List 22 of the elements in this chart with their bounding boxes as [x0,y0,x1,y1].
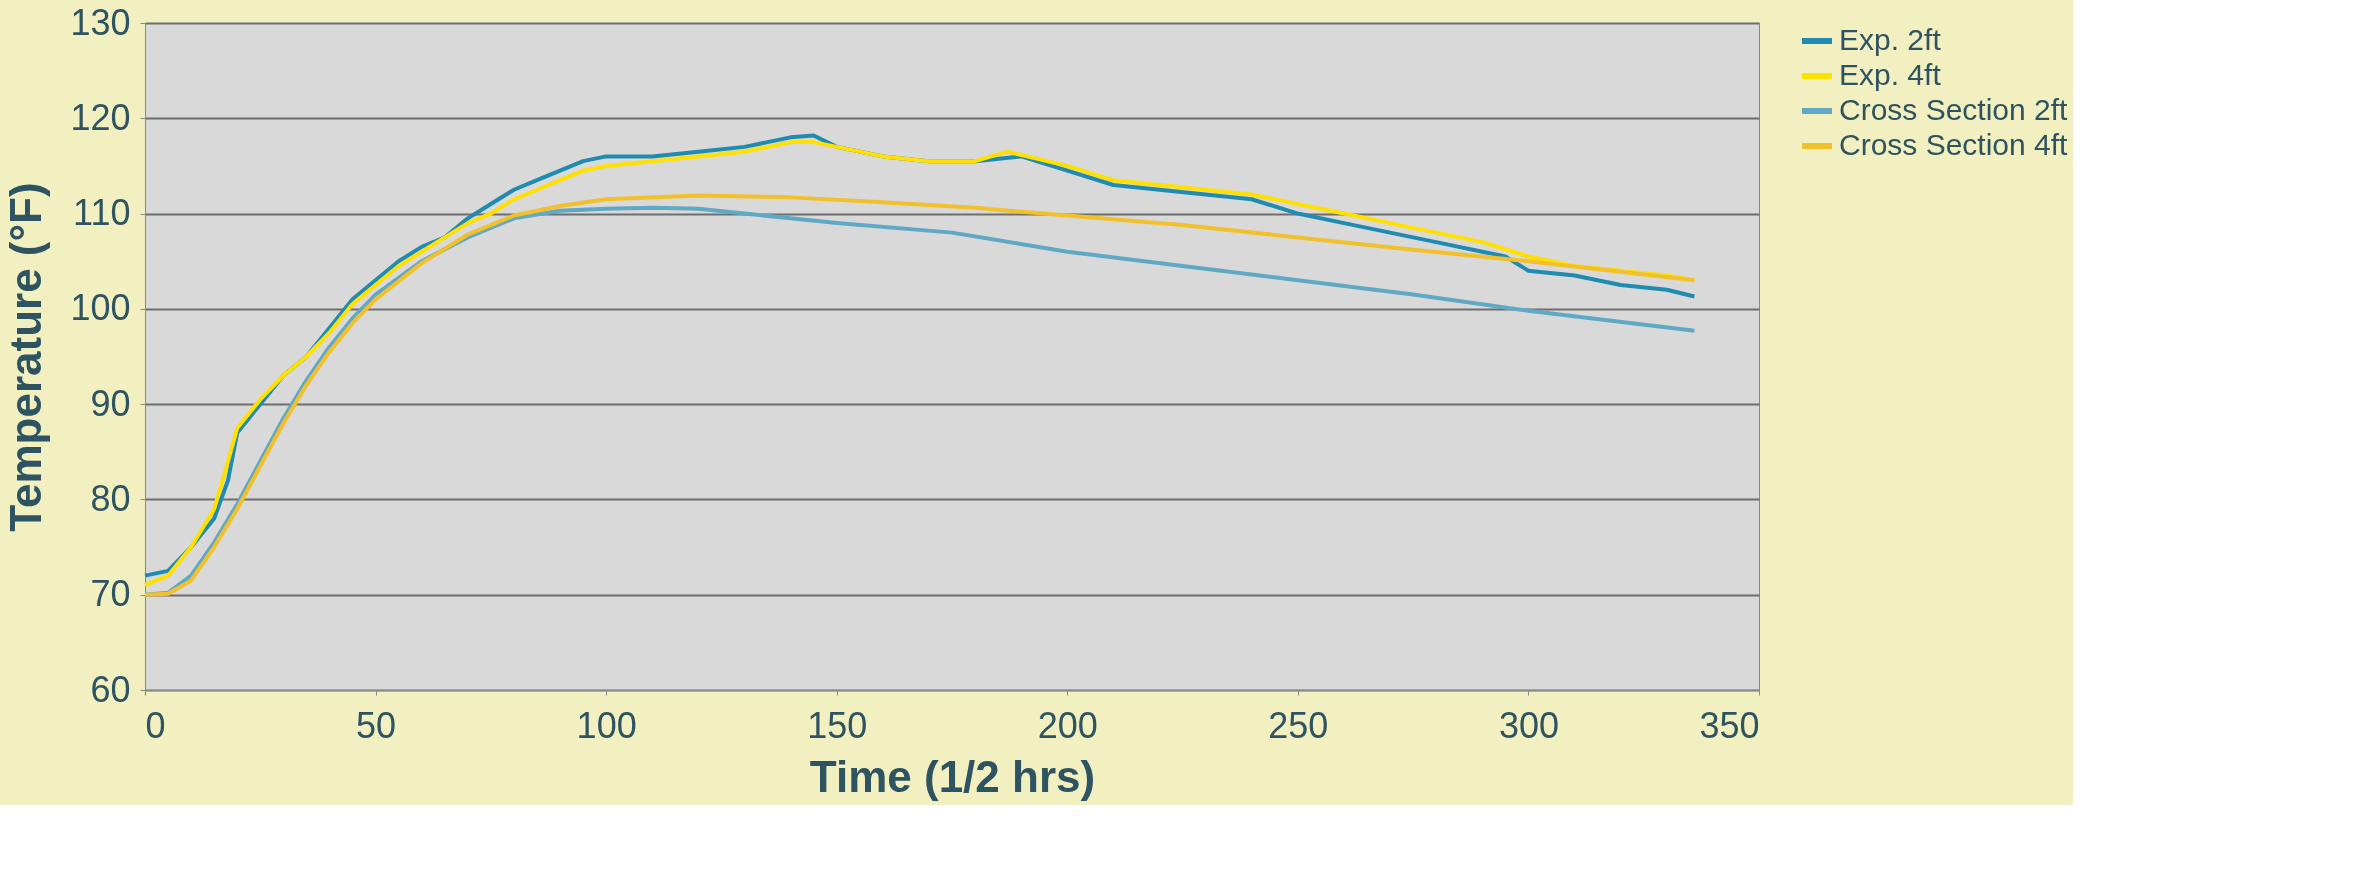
y-tick-label: 130 [70,1,131,43]
legend-label: Cross Section 4ft [1839,128,2069,161]
y-tick-label: 120 [70,96,131,138]
y-tick-label: 110 [73,192,131,234]
legend-label: Cross Section 2ft [1839,93,2069,126]
legend-label: Exp. 4ft [1839,58,1942,91]
x-tick-label: 50 [356,704,397,746]
y-tick-label: 100 [70,287,131,329]
x-tick-label: 250 [1268,704,1329,746]
x-tick-label: 300 [1498,704,1559,746]
x-tick-label: 150 [807,704,868,746]
legend-label: Exp. 2ft [1839,23,1942,56]
x-tick-label: 350 [1699,704,1760,746]
x-axis-title: Time (1/2 hrs) [809,751,1096,801]
x-tick-label: 200 [1037,704,1098,746]
y-axis-title: Temperature (°F) [1,182,51,532]
x-tick-label: 0 [145,704,166,746]
y-tick-label: 90 [90,382,131,424]
y-tick-label: 70 [90,573,131,615]
y-tick-label: 80 [90,477,131,519]
x-tick-label: 100 [576,704,637,746]
y-tick-label: 60 [90,668,131,710]
